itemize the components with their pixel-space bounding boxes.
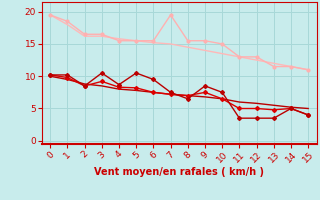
X-axis label: Vent moyen/en rafales ( km/h ): Vent moyen/en rafales ( km/h ) [94,167,264,177]
